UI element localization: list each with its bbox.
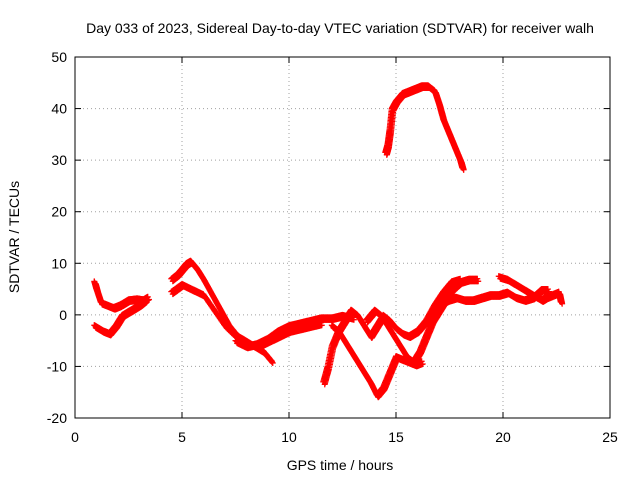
x-tick-label: 5 <box>178 429 186 445</box>
x-tick-label: 10 <box>281 429 297 445</box>
data-point-marker <box>142 296 149 303</box>
chart-title: Day 033 of 2023, Sidereal Day-to-day VTE… <box>86 20 594 36</box>
data-point-marker <box>318 322 325 329</box>
x-tick-label: 25 <box>602 429 618 445</box>
data-point-marker <box>318 319 325 326</box>
series-track-a <box>91 278 152 313</box>
y-tick-label: 40 <box>51 101 67 117</box>
grid <box>75 57 610 418</box>
data-points <box>91 82 566 401</box>
x-tick-label: 20 <box>495 429 511 445</box>
x-tick-label: 15 <box>388 429 404 445</box>
data-point-marker <box>268 358 275 365</box>
x-axis-label: GPS time / hours <box>287 457 394 473</box>
x-tick-label: 0 <box>71 429 79 445</box>
y-tick-label: 10 <box>51 255 67 271</box>
y-tick-label: -20 <box>47 410 67 426</box>
series-track-b <box>91 296 150 339</box>
y-tick-label: 30 <box>51 152 67 168</box>
series-track-j <box>382 82 467 173</box>
series-track-f <box>253 319 325 352</box>
y-tick-label: 20 <box>51 204 67 220</box>
y-tick-label: 50 <box>51 49 67 65</box>
axes: 0 5 10 15 20 25 -20 -10 0 10 20 30 40 50 <box>47 49 618 445</box>
y-tick-label: -10 <box>47 358 67 374</box>
plot-frame <box>74 56 611 419</box>
y-axis-label: SDTVAR / TECUs <box>6 181 22 293</box>
data-point-marker <box>143 299 150 306</box>
y-tick-label: 0 <box>59 307 67 323</box>
